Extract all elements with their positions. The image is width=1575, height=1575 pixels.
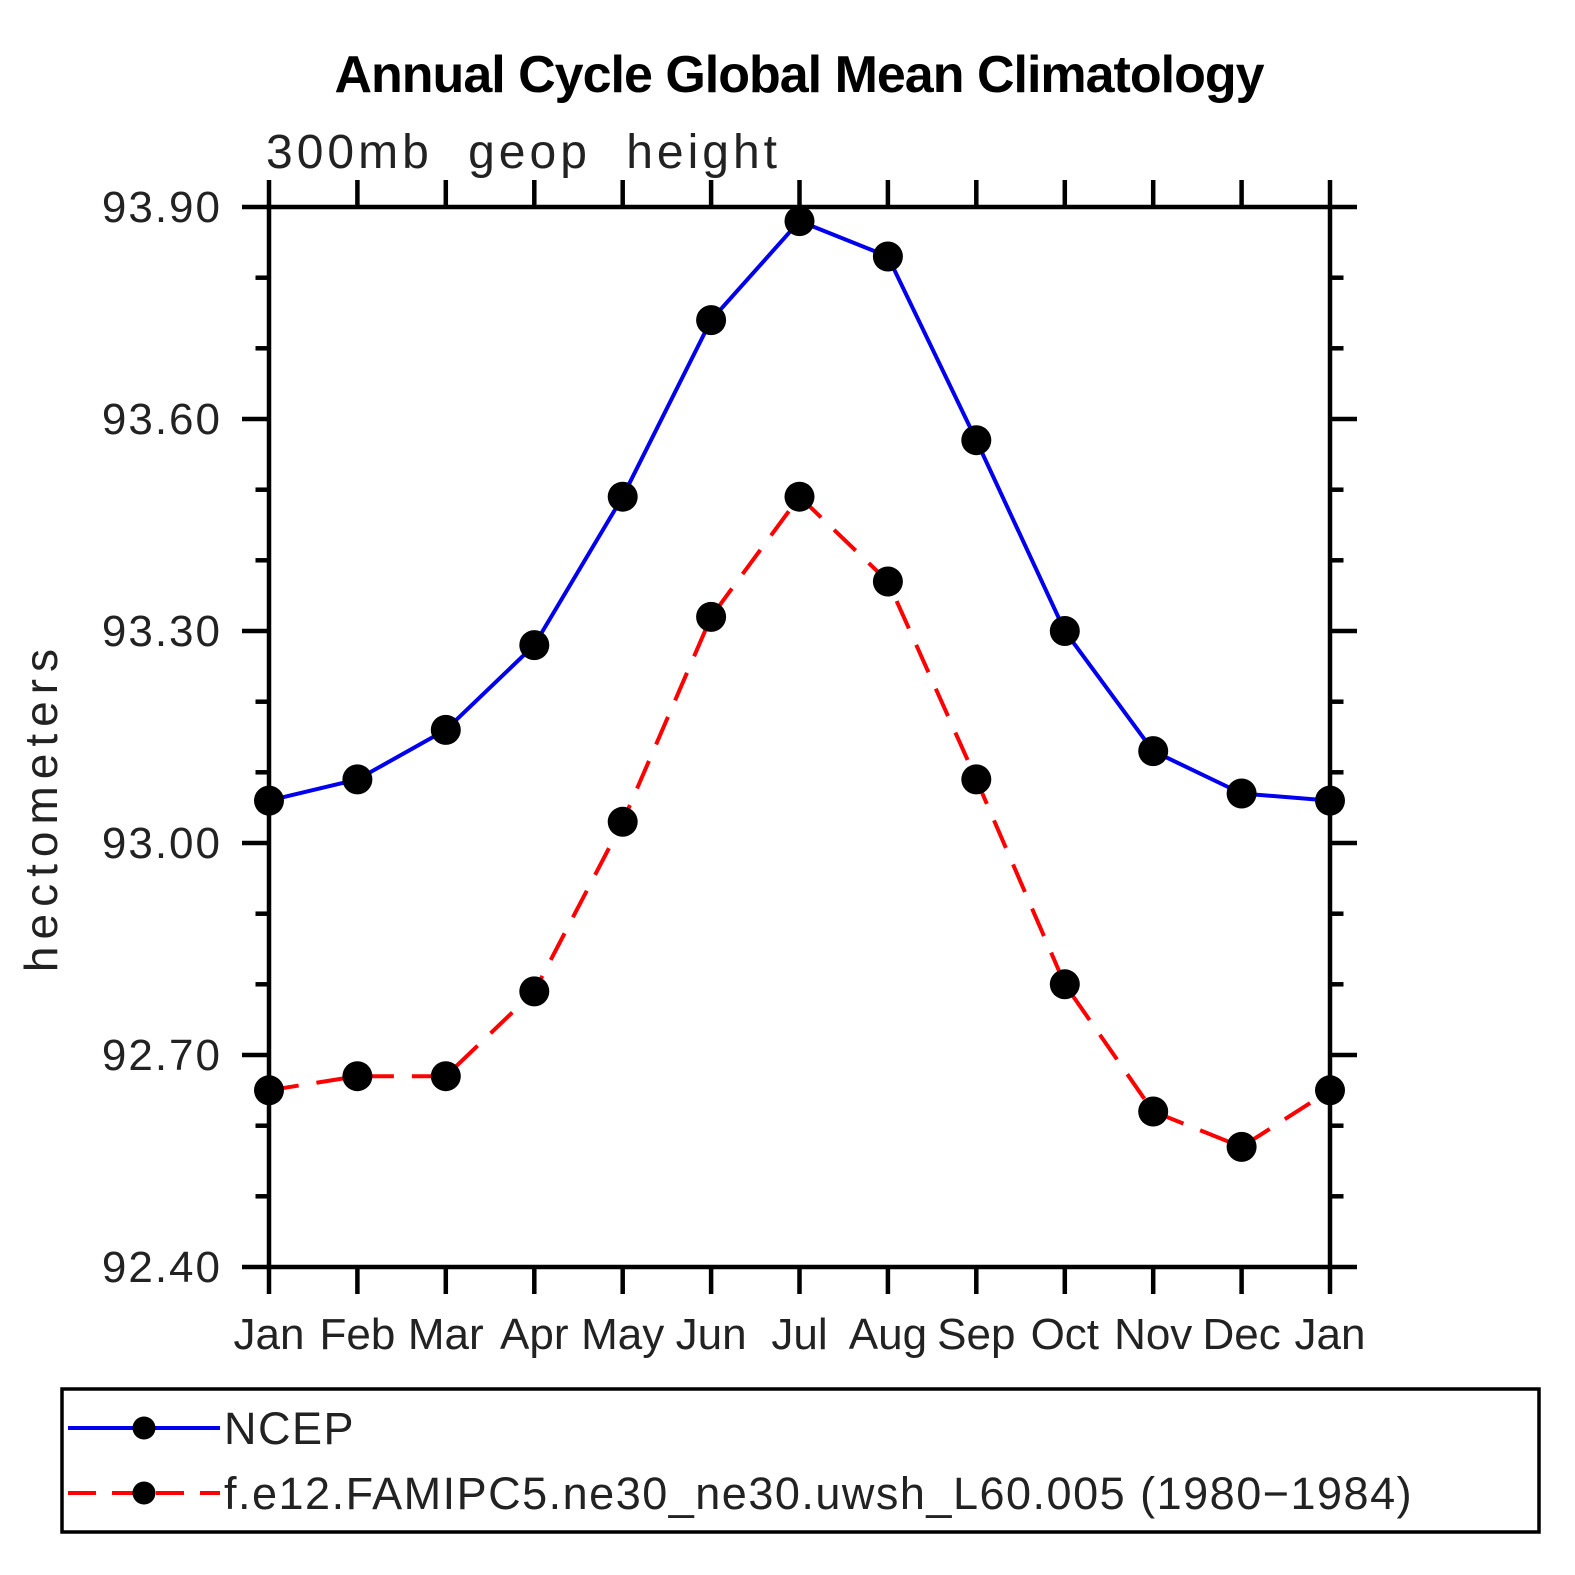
y-tick-label: 93.00 [102,819,222,868]
legend-label: NCEP [224,1403,355,1454]
chart-title: Annual Cycle Global Mean Climatology [334,46,1264,104]
data-point-marker [1138,1096,1169,1127]
data-point-marker [961,764,992,795]
data-point-marker [1315,785,1345,816]
data-point-marker [1315,1075,1345,1106]
data-point-marker [1049,969,1080,1000]
data-point-marker [342,1061,373,1092]
data-point-marker [1226,1131,1257,1162]
x-tick-label: Oct [1031,1310,1099,1359]
plot-area: Jan Feb Mar Apr May Jun Jul Aug Sep Oct Nov Dec Jan9… [102,180,1366,1359]
x-tick-label: Apr [500,1310,568,1359]
data-point-marker [961,425,992,456]
x-tick-label: Jan [1295,1310,1366,1359]
data-point-marker [519,630,550,661]
y-axis-label: hectometers [15,642,67,972]
x-tick-label: Sep [937,1310,1015,1359]
legend-marker [132,1416,156,1440]
x-tick-label: Feb [319,1310,395,1359]
y-tick-label: 93.30 [102,607,222,656]
y-tick-label: 92.40 [102,1243,222,1292]
y-tick-label: 93.90 [102,183,222,232]
series-line-model [268,494,1332,1149]
y-tick-label: 93.60 [102,395,222,444]
x-tick-label: Dec [1202,1310,1280,1359]
data-point-marker [1049,616,1080,646]
data-point-marker [430,714,461,745]
data-point-marker [696,601,727,632]
x-tick-label: Jun [676,1310,747,1359]
data-point-marker [784,481,815,512]
data-point-marker [430,1061,461,1092]
data-point-marker [342,764,373,795]
legend-box-group: NCEP f.e12.FAMIPC5.ne30_ne30.uwsh_L60.005… [60,1387,1541,1534]
x-tick-label: Aug [849,1310,927,1359]
legend-label: f.e12.FAMIPC5.ne30_ne30.uwsh_L60.005 (19… [224,1468,1413,1519]
data-point-marker [607,806,638,837]
data-point-marker [1138,736,1169,767]
legend-border [60,1387,1541,1534]
data-point-marker [1226,778,1257,809]
x-tick-label: Jan [234,1310,305,1359]
y-tick-label: 92.70 [102,1031,222,1080]
data-point-marker [784,206,815,237]
data-point-marker [872,566,903,597]
x-tick-label: Jul [771,1310,827,1359]
legend-marker [132,1481,156,1505]
data-point-marker [872,241,903,272]
x-tick-label: Mar [408,1310,484,1359]
x-tick-label: Nov [1114,1310,1192,1359]
data-point-marker [696,305,727,336]
data-point-marker [519,976,550,1007]
data-point-marker [607,481,638,512]
data-point-marker [254,785,284,816]
axis-frame [266,204,1333,1270]
data-point-marker [254,1075,284,1106]
x-tick-label: May [581,1310,664,1359]
chart-subtitle: 300mb geop height [266,126,781,179]
